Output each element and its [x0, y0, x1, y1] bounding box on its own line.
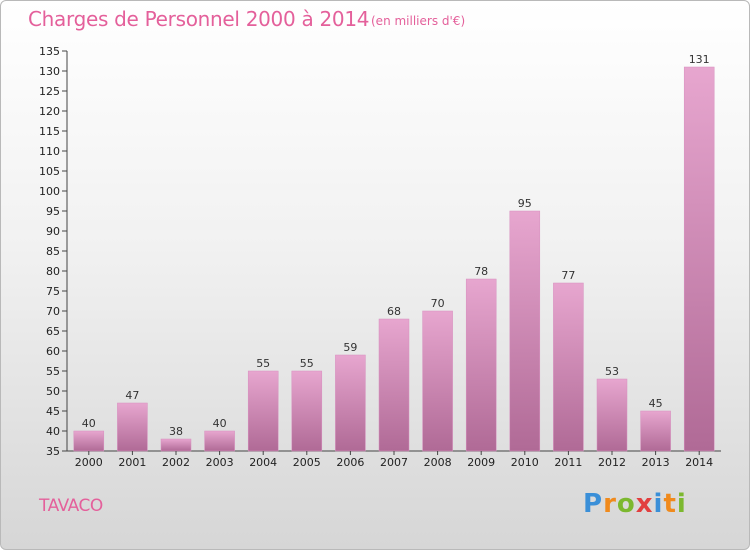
x-tick-label: 2003: [206, 456, 234, 469]
y-tick-label: 85: [46, 245, 60, 258]
y-tick-label: 55: [46, 365, 60, 378]
commune-name: TAVACO: [39, 496, 103, 516]
y-tick-label: 35: [46, 445, 60, 458]
x-tick-label: 2004: [249, 456, 277, 469]
bar: [335, 354, 366, 452]
y-tick-label: 70: [46, 305, 60, 318]
y-tick-label: 125: [39, 85, 60, 98]
x-tick-label: 2008: [424, 456, 452, 469]
bar-value-label: 78: [474, 265, 488, 278]
bar-value-label: 59: [343, 341, 357, 354]
bar-value-label: 45: [649, 397, 663, 410]
bar: [204, 430, 235, 452]
y-tick-label: 75: [46, 285, 60, 298]
bar: [291, 370, 323, 452]
bar-value-label: 95: [518, 197, 532, 210]
logo-letter: o: [616, 489, 636, 519]
bar-value-label: 77: [561, 269, 575, 282]
x-tick-label: 2011: [554, 456, 582, 469]
bar: [160, 438, 192, 452]
x-tick-label: 2014: [685, 456, 713, 469]
y-tick-label: 95: [46, 205, 60, 218]
y-tick-label: 105: [39, 165, 60, 178]
bar-value-label: 53: [605, 365, 619, 378]
y-tick-label: 40: [46, 425, 60, 438]
bar: [73, 430, 105, 452]
bar: [596, 378, 628, 452]
bar-value-label: 68: [387, 305, 401, 318]
y-tick-label: 115: [39, 125, 60, 138]
x-tick-label: 2001: [118, 456, 146, 469]
bar: [509, 210, 541, 452]
bar: [683, 66, 715, 452]
logo-letter: x: [635, 489, 654, 519]
x-tick-label: 2010: [511, 456, 539, 469]
y-tick-label: 65: [46, 325, 60, 338]
chart-subtitle: (en milliers d'€): [371, 14, 466, 28]
bar: [422, 310, 453, 452]
logo-letter: r: [603, 489, 617, 519]
bar: [378, 318, 410, 452]
y-tick-label: 60: [46, 345, 60, 358]
bar-value-label: 47: [125, 389, 139, 402]
bar: [247, 370, 279, 452]
chart-title: Charges de Personnel 2000 à 2014: [28, 7, 370, 31]
bar-value-label: 38: [169, 425, 183, 438]
y-tick-label: 50: [46, 385, 60, 398]
x-tick-label: 2007: [380, 456, 408, 469]
x-tick-label: 2009: [467, 456, 495, 469]
y-tick-label: 110: [39, 145, 60, 158]
x-tick-label: 2002: [162, 456, 190, 469]
x-tick-label: 2006: [336, 456, 364, 469]
y-tick-label: 100: [39, 185, 60, 198]
x-tick-label: 2013: [642, 456, 670, 469]
logo-letter: i: [676, 489, 687, 519]
bar: [640, 410, 671, 452]
y-tick-label: 45: [46, 405, 60, 418]
logo-letter: t: [663, 489, 677, 519]
bar-value-label: 55: [256, 357, 270, 370]
y-tick-label: 80: [46, 265, 60, 278]
y-tick-label: 135: [39, 45, 60, 58]
logo-letter: i: [653, 489, 664, 519]
y-tick-label: 90: [46, 225, 60, 238]
bar-value-label: 131: [689, 53, 710, 66]
y-tick-label: 130: [39, 65, 60, 78]
x-tick-label: 2005: [293, 456, 321, 469]
x-tick-label: 2000: [75, 456, 103, 469]
bar: [117, 402, 148, 452]
logo-letter: P: [583, 489, 604, 519]
bar-value-label: 70: [431, 297, 445, 310]
bar-value-label: 55: [300, 357, 314, 370]
bar-value-label: 40: [82, 417, 96, 430]
y-tick-label: 120: [39, 105, 60, 118]
bar-value-label: 40: [213, 417, 227, 430]
x-tick-label: 2012: [598, 456, 626, 469]
proxiti-logo: Proxiti: [583, 489, 687, 519]
bar: [553, 282, 584, 452]
bar: [465, 278, 497, 452]
